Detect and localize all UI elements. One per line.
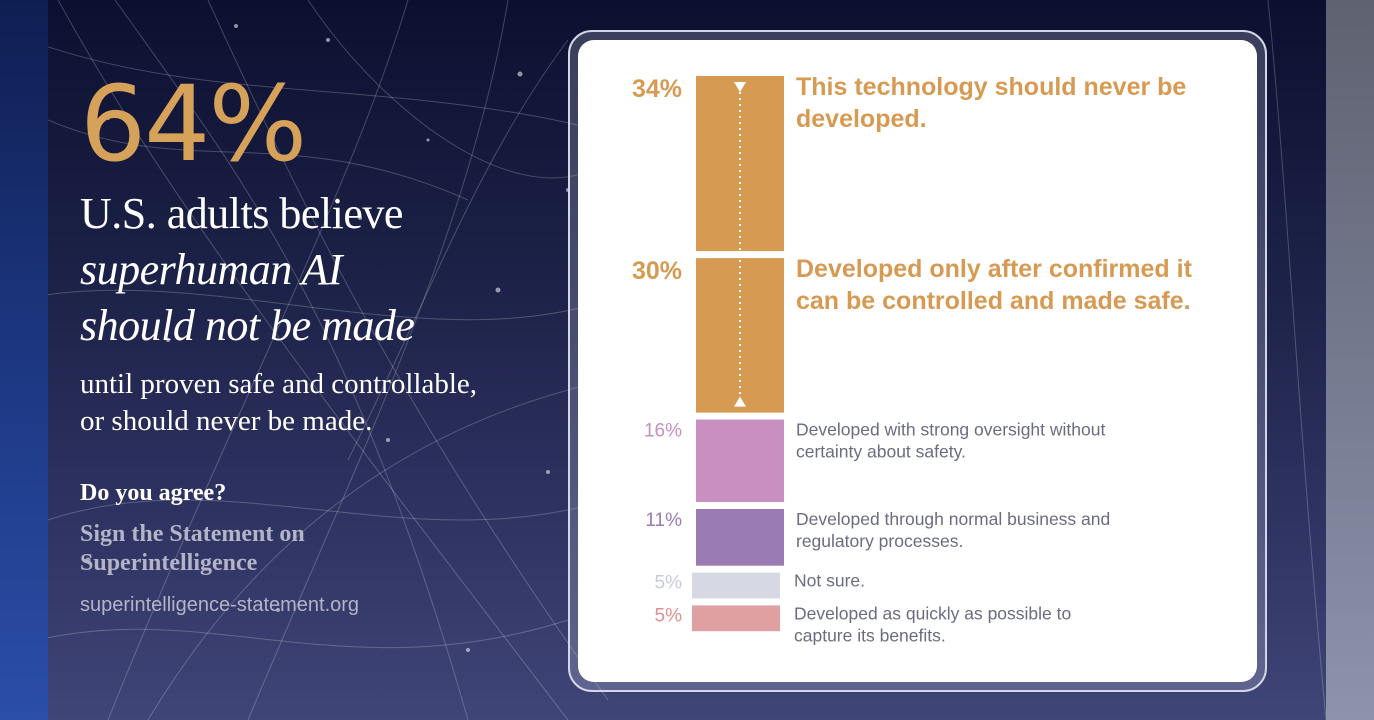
bar-category-text-6-cont: capture its benefits. (794, 625, 946, 645)
bar-value-label-6: 5% (655, 605, 683, 626)
bar-category-text-3-cont: certainty about safety. (796, 442, 966, 462)
survey-chart: 34% This technology should never be develo… (632, 73, 1193, 645)
bar-category-text-5: Not sure. (794, 571, 865, 591)
bar-value-label-5: 5% (655, 573, 683, 594)
bar-value-label-1: 34% (632, 75, 682, 103)
bar-value-label-3: 16% (644, 421, 682, 442)
headline-line-3: should not be made (80, 301, 415, 350)
cta-sign-line-1: Sign the Statement on (80, 521, 305, 547)
bar-category-text-4-cont: regulatory processes. (796, 531, 963, 551)
bar-segment-6 (692, 605, 780, 632)
bar-category-text-2-cont: can be controlled and made safe. (796, 287, 1191, 315)
headline-subtext: until proven safe and controllable, or s… (80, 366, 550, 440)
cta-sign-statement: Sign the Statement on Superintelligence (80, 520, 400, 578)
bar-value-label-2: 30% (632, 257, 682, 285)
bar-category-text-1: This technology should never be (796, 73, 1186, 101)
network-background (48, 0, 1326, 720)
subtext-line-1: until proven safe and controllable, (80, 368, 478, 400)
bar-segment-3 (696, 419, 784, 502)
bracket-arrow-top (734, 82, 746, 92)
cta-sign-line-2: Superintelligence (80, 550, 258, 576)
bar-value-label-4: 11% (645, 510, 682, 531)
chart-card: 34% This technology should never be develo… (578, 40, 1257, 682)
subtext-line-2: or should never be made. (80, 405, 373, 437)
headline-text: U.S. adults believe superhuman AI should… (80, 186, 550, 354)
bar-segment-4 (696, 509, 784, 566)
bar-category-text-2: Developed only after confirmed it (796, 255, 1193, 283)
right-edge-strip (1326, 0, 1374, 720)
headline-stat: 64% (80, 63, 307, 185)
statement-url: superintelligence-statement.org (80, 594, 360, 616)
bar-category-text-1-cont: developed. (796, 105, 927, 133)
cta-question: Do you agree? (80, 480, 227, 506)
left-edge-strip (0, 0, 48, 720)
headline-line-2: superhuman AI (80, 245, 343, 294)
bar-category-text-3: Developed with strong oversight without (796, 420, 1105, 440)
bar-category-text-6: Developed as quickly as possible to (794, 603, 1071, 623)
bracket-arrow-bottom (734, 396, 746, 407)
bar-segment-5 (692, 572, 780, 599)
bar-category-text-4: Developed through normal business and (796, 509, 1110, 529)
bar-segment-2 (696, 258, 784, 413)
headline-line-1: U.S. adults believe (80, 189, 403, 238)
